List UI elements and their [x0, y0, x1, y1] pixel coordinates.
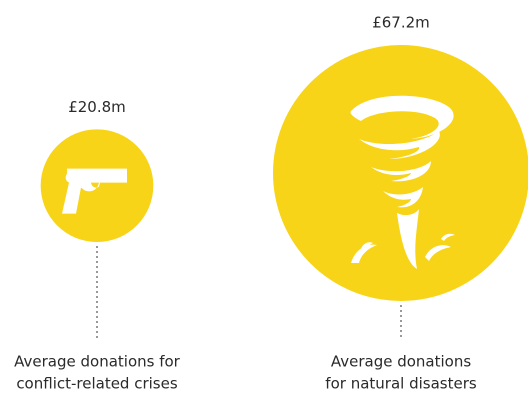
splash-icon [351, 233, 455, 263]
icon [350, 95, 455, 269]
value-label: £67.2m [372, 14, 430, 32]
value-label: £20.8m [68, 98, 126, 116]
icon [62, 168, 127, 214]
category-label: for natural disasters [325, 375, 477, 393]
category-label: conflict-related crises [16, 375, 178, 393]
category-label: Average donations for [14, 353, 181, 371]
category-label: Average donations [331, 353, 471, 371]
bubble [40, 129, 154, 243]
gun-icon [62, 168, 127, 214]
tornado-icon [350, 95, 454, 269]
